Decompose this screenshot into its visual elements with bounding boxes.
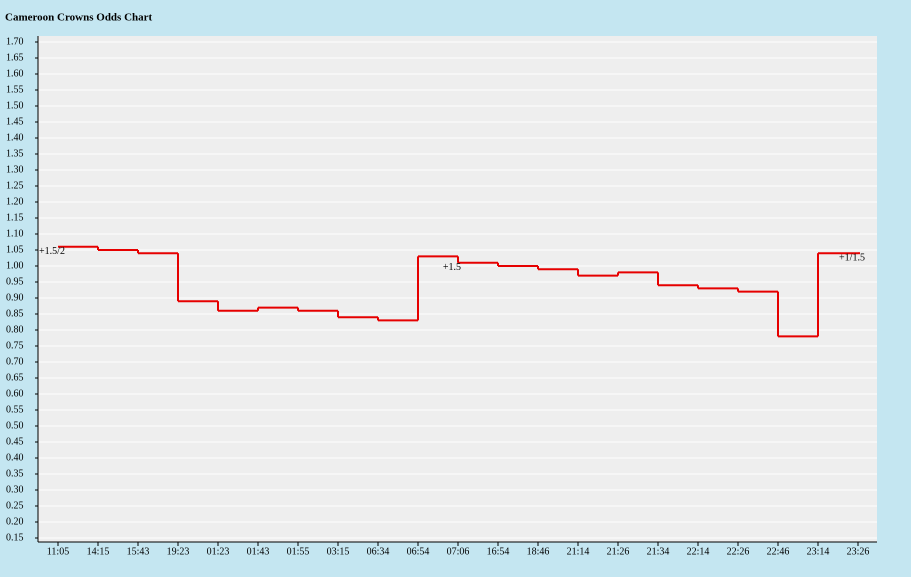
y-tick-label: 0.75 — [6, 340, 24, 351]
y-tick-label: 0.55 — [6, 404, 24, 415]
y-tick-label: 1.65 — [6, 52, 24, 63]
y-tick-label: 0.95 — [6, 276, 24, 287]
x-tick-label: 21:14 — [567, 546, 590, 557]
y-tick-label: 1.00 — [6, 260, 24, 271]
y-tick-label: 0.30 — [6, 484, 24, 495]
x-tick-label: 22:14 — [687, 546, 710, 557]
y-tick-label: 1.20 — [6, 196, 24, 207]
y-tick-label: 1.70 — [6, 36, 24, 47]
y-tick-label: 1.40 — [6, 132, 24, 143]
y-tick-label: 1.55 — [6, 84, 24, 95]
x-tick-label: 21:26 — [607, 546, 630, 557]
y-tick-label: 0.15 — [6, 532, 24, 543]
y-tick-label: 1.05 — [6, 244, 24, 255]
x-tick-label: 01:43 — [247, 546, 270, 557]
x-tick-label: 15:43 — [127, 546, 150, 557]
x-tick-label: 14:15 — [87, 546, 110, 557]
x-tick-label: 22:26 — [727, 546, 750, 557]
y-tick-label: 1.25 — [6, 180, 24, 191]
x-tick-label: 07:06 — [447, 546, 470, 557]
x-tick-label: 22:46 — [767, 546, 790, 557]
x-tick-label: 06:54 — [407, 546, 430, 557]
annotation: +1.5/2 — [39, 246, 65, 257]
x-tick-label: 23:14 — [807, 546, 830, 557]
x-tick-label: 01:23 — [207, 546, 230, 557]
y-tick-label: 0.20 — [6, 516, 24, 527]
x-tick-label: 23:26 — [847, 546, 870, 557]
y-tick-label: 0.35 — [6, 468, 24, 479]
x-tick-label: 06:34 — [367, 546, 390, 557]
y-tick-label: 1.10 — [6, 228, 24, 239]
x-tick-label: 21:34 — [647, 546, 670, 557]
x-tick-label: 01:55 — [287, 546, 310, 557]
y-tick-label: 0.25 — [6, 500, 24, 511]
y-tick-label: 0.80 — [6, 324, 24, 335]
y-tick-label: 1.45 — [6, 116, 24, 127]
y-tick-label: 0.50 — [6, 420, 24, 431]
annotation: +1.5 — [443, 262, 461, 273]
y-tick-label: 0.85 — [6, 308, 24, 319]
y-tick-label: 0.90 — [6, 292, 24, 303]
x-tick-label: 19:23 — [167, 546, 190, 557]
y-tick-label: 1.35 — [6, 148, 24, 159]
y-tick-label: 1.60 — [6, 68, 24, 79]
x-tick-label: 16:54 — [487, 546, 510, 557]
x-tick-label: 18:46 — [527, 546, 550, 557]
y-tick-label: 0.40 — [6, 452, 24, 463]
y-tick-label: 1.50 — [6, 100, 24, 111]
y-tick-label: 0.45 — [6, 436, 24, 447]
y-tick-label: 1.15 — [6, 212, 24, 223]
y-tick-label: 1.30 — [6, 164, 24, 175]
x-tick-label: 03:15 — [327, 546, 350, 557]
chart-title: Cameroon Crowns Odds Chart — [5, 12, 153, 24]
plot-area — [38, 36, 877, 542]
x-tick-label: 11:05 — [47, 546, 69, 557]
y-tick-label: 0.70 — [6, 356, 24, 367]
y-tick-label: 0.60 — [6, 388, 24, 399]
y-tick-label: 0.65 — [6, 372, 24, 383]
annotation: +1/1.5 — [839, 252, 865, 263]
